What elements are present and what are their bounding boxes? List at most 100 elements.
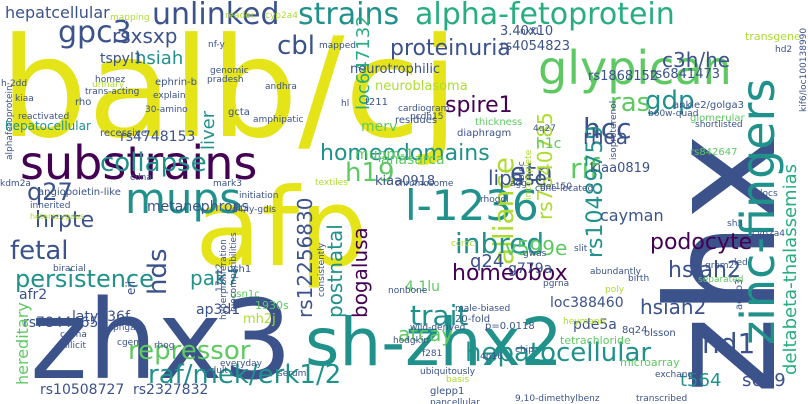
word-cone-located: cone-located — [535, 184, 594, 194]
word-pancellular: pancellular — [430, 398, 480, 404]
word-homeobox: homeobox — [452, 261, 568, 286]
word-ephrin-b: ephrin-b — [155, 77, 198, 88]
word-urinary: urinary — [92, 80, 125, 90]
word-serum: serum — [278, 369, 307, 379]
word-substrains: substrains — [20, 136, 258, 190]
word-postnatal: postnatal — [323, 224, 347, 318]
word-thickness: thickness — [475, 117, 523, 128]
word-zhx3: zhx3 — [30, 276, 293, 404]
word-heterozygous: heterozygous — [30, 212, 85, 221]
word-rs4748153: rs4748153 — [120, 129, 196, 145]
word-microarray: microarray — [620, 356, 680, 369]
word-grem2: grem2 — [705, 261, 735, 271]
word-rs2327832: rs2327832 — [133, 382, 209, 398]
word-l-1236: l-1236 — [405, 181, 539, 230]
word-persistence: persistence — [15, 265, 154, 293]
word-particle: particle — [694, 351, 704, 385]
word-neuroblasoma: neuroblasoma — [375, 79, 468, 94]
word-8q24: 8q24 — [622, 325, 648, 336]
word-pcdh15: pcdh15 — [410, 112, 444, 122]
word-ras: ras — [610, 88, 651, 118]
word-eii: eii — [124, 280, 138, 295]
word-rhog: rhog — [154, 341, 175, 351]
word-hodgkin: hodgkin — [393, 336, 430, 346]
word-t564: t564 — [680, 370, 722, 391]
word-liver: liver — [198, 110, 219, 150]
word-transgene: transgene — [745, 30, 801, 43]
word-nxf1: nxf1 — [520, 27, 540, 37]
word-male-biased: male-biased — [455, 304, 511, 314]
word-nonbone: nonbone — [388, 286, 428, 296]
word-locs: locs — [760, 189, 778, 199]
word-ap3d1: ap3d1 — [196, 302, 241, 318]
word-4q27: 4q27 — [533, 124, 556, 134]
word-initiation: initiation — [239, 191, 279, 201]
word-tetrachloride: tetrachloride — [560, 334, 631, 347]
word-raf-mek-erk1-2: raf/mek/erk1/2 — [148, 360, 342, 390]
word-rif: rif — [570, 152, 600, 185]
word-mark3: mark3 — [213, 179, 242, 189]
word-q27: q27 — [27, 178, 73, 206]
word-17p12: 17p12 — [215, 263, 225, 292]
word-glomerular: glomerular — [690, 113, 745, 124]
word-unlinked: unlinked — [152, 0, 280, 32]
word-lipase: lipase — [488, 166, 547, 190]
word-diaphragm: diaphragm — [457, 128, 512, 139]
word-p-0-0118: p=0.0118 — [485, 321, 535, 332]
word-mupm-1: mupm-1 — [355, 147, 414, 163]
word-rs12256830: rs12256830 — [293, 197, 317, 318]
word-mh2j: mh2j — [243, 312, 276, 327]
word-inherited: inherited — [30, 201, 71, 211]
word-angiopoietin-like: angiopoietin-like — [38, 187, 121, 198]
word-q24: q24 — [470, 251, 505, 272]
word-kiaa: kiaa — [15, 94, 34, 104]
word-textiles: textiles — [315, 178, 348, 188]
word-ankle2-golga3: ankle2/golga3 — [673, 100, 745, 111]
word-biocompatibilities: biocompatibilities — [229, 232, 239, 312]
word-20-fold: 20-fold — [455, 314, 491, 325]
word-f281: f281 — [422, 349, 443, 359]
word-adult: adult — [205, 366, 228, 376]
word-cardiogram: cardiogram — [398, 104, 450, 114]
word-rs10508727: rs10508727 — [40, 382, 125, 398]
word-repressor: repressor — [128, 336, 251, 366]
word-chromosome: chromosome — [395, 179, 454, 189]
word-collapse: collapse — [100, 148, 207, 178]
word-deltabeta-thalassemias: deltabeta-thalassemias — [780, 164, 801, 375]
word-s619: s619 — [742, 370, 786, 391]
word-rs6841473: rs6841473 — [650, 67, 721, 82]
word-pngase: pngase — [113, 323, 146, 333]
word-rhogdi: rhogdi — [480, 195, 509, 205]
word-neurotrophilic: neurotrophilic — [350, 62, 441, 77]
word-explain: explain — [153, 91, 186, 101]
word-gcta: gcta — [228, 107, 250, 118]
word-consistently: consistently — [317, 242, 327, 297]
word-kdm2a: kdm2a — [0, 179, 31, 189]
word-9-10-dimethylbenz: 9,10-dimethylbenz — [515, 394, 600, 404]
word-rs842647: rs842647 — [690, 147, 738, 158]
word-loc388460: loc388460 — [550, 295, 624, 311]
word-reader: reader — [225, 11, 255, 21]
word-hd2: hd2 — [775, 45, 793, 55]
word-bioc: bioc — [517, 161, 527, 180]
word-olsson: olsson — [644, 328, 676, 339]
word-agg: agg — [510, 179, 527, 189]
word-abundantly: abundantly — [590, 267, 641, 277]
word-1930s: 1930s — [255, 299, 289, 312]
word-cyp2a4: cyp2a4 — [265, 11, 298, 21]
word-biracial: biracial — [53, 264, 86, 274]
word-cdna: cdna — [130, 173, 152, 183]
word-hepatocellular: hepatocellular — [5, 119, 91, 133]
word-exchange: exchange — [655, 370, 699, 380]
word-shortlisted: shortlisted — [695, 120, 743, 130]
word-afp: afp — [195, 166, 368, 291]
word-gdp: gdp — [645, 86, 695, 116]
word-pgrna: pgrna — [543, 279, 570, 289]
word-balb-cj: balb/cj — [0, 8, 459, 169]
word-gor150: gor150 — [540, 182, 573, 192]
word-cyp2a4: cyp2a4 — [752, 229, 785, 239]
word-ubiquitously: ubiquitously — [420, 367, 476, 377]
word-rs4054823: rs4054823 — [500, 39, 571, 54]
word-afr2: afr2 — [19, 287, 48, 303]
word-g779a: g779a — [508, 261, 553, 277]
